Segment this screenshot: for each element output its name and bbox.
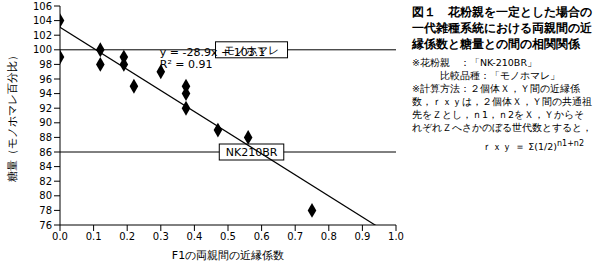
svg-text:104: 104 (33, 15, 52, 26)
svg-text:76: 76 (39, 220, 52, 231)
html-text:※花粉親 ：「NK-210BR」: ※花粉親 ：「NK-210BR」 (412, 57, 537, 68)
svg-text:94: 94 (39, 88, 52, 99)
svg-text:78: 78 (39, 205, 52, 216)
svg-text:0.6: 0.6 (254, 231, 270, 242)
svg-text:R² = 0.91: R² = 0.91 (160, 58, 213, 71)
svg-text:102: 102 (33, 30, 52, 41)
svg-text:0.8: 0.8 (321, 231, 337, 242)
svg-text:0.7: 0.7 (287, 231, 303, 242)
svg-text:0.1: 0.1 (86, 231, 102, 242)
svg-text:0.3: 0.3 (153, 231, 169, 242)
svg-text:0.0: 0.0 (52, 231, 68, 242)
html-text:図１ 花粉親を一定とした場合の一代雑種系統における両親間の近: 図１ 花粉親を一定とした場合の一代雑種系統における両親間の近縁係数と糖量との間の… (412, 5, 592, 51)
svg-text:92: 92 (39, 103, 52, 114)
svg-text:0.2: 0.2 (119, 231, 135, 242)
svg-text:98: 98 (39, 59, 52, 70)
svg-text:100: 100 (33, 44, 52, 55)
svg-text:NK210BR: NK210BR (225, 146, 278, 159)
html-text:※計算方法：２個体Ｘ，Ｙ間の近縁係数，ｒｘｙは，２個体Ｘ，Ｙ: ※計算方法：２個体Ｘ，Ｙ間の近縁係数，ｒｘｙは，２個体Ｘ，Ｙ間の共通祖先をＺとし… (412, 83, 592, 133)
svg-text:96: 96 (39, 74, 52, 85)
svg-text:y = -28.9x + 103.1: y = -28.9x + 103.1 (160, 46, 265, 59)
svg-text:80: 80 (39, 190, 52, 201)
svg-text:0.9: 0.9 (354, 231, 370, 242)
svg-text:106: 106 (33, 1, 52, 12)
svg-text:88: 88 (39, 132, 52, 143)
html-text:ｒｘｙ ＝ Σ(1/2)n1+n2: ｒｘｙ ＝ Σ(1/2)n1+n2 (482, 139, 584, 153)
svg-text:0.5: 0.5 (220, 231, 236, 242)
svg-text:糖量（モノホマレ百分比）: 糖量（モノホマレ百分比） (8, 50, 19, 182)
svg-text:F1の両親間の近縁係数: F1の両親間の近縁係数 (172, 249, 284, 262)
svg-text:86: 86 (39, 147, 52, 158)
html-text:比較品種：「モノホマレ」: 比較品種：「モノホマレ」 (440, 70, 560, 81)
svg-text:1.0: 1.0 (388, 231, 404, 242)
svg-text:84: 84 (39, 161, 52, 172)
svg-text:0.4: 0.4 (186, 231, 202, 242)
svg-text:82: 82 (39, 176, 52, 187)
svg-text:90: 90 (39, 117, 52, 128)
